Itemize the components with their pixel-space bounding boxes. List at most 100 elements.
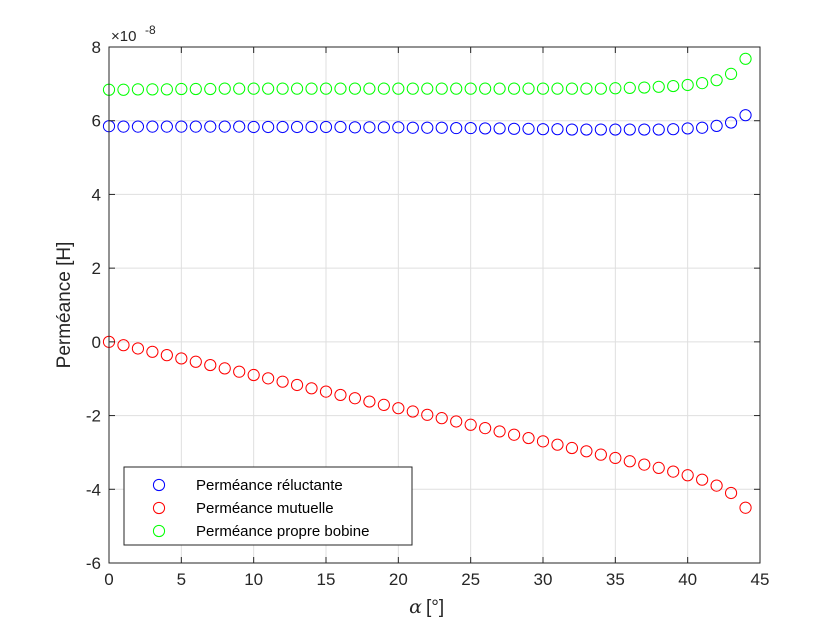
data-point <box>739 501 752 514</box>
data-point <box>652 461 665 475</box>
data-point <box>609 123 622 136</box>
data-point <box>638 458 651 471</box>
data-point <box>233 365 246 378</box>
x-tick-label: 25 <box>461 570 480 589</box>
legend-label: Perméance mutuelle <box>196 500 334 517</box>
data-point <box>536 82 550 95</box>
data-point <box>189 120 202 133</box>
data-point <box>696 473 709 486</box>
legend-label: Perméance réluctante <box>196 477 343 494</box>
y-axis-label: Perméance [H] <box>54 242 75 369</box>
data-point <box>334 82 347 95</box>
legend-box <box>123 466 413 546</box>
data-point <box>551 82 564 95</box>
data-point <box>681 122 694 135</box>
data-point <box>276 375 289 388</box>
data-point <box>479 422 492 435</box>
data-point <box>305 382 318 395</box>
data-point <box>536 123 550 136</box>
data-point <box>681 469 694 482</box>
data-point <box>276 120 289 134</box>
data-point <box>262 372 275 385</box>
data-point <box>638 123 651 136</box>
y-exponent-label: ×10 -8 <box>111 23 156 45</box>
data-point <box>160 120 173 133</box>
data-point <box>450 121 463 135</box>
series-0 <box>102 109 752 136</box>
data-point <box>450 82 463 95</box>
y-tick-label: -4 <box>86 480 101 499</box>
data-point <box>594 448 607 461</box>
data-point <box>218 362 231 375</box>
data-point <box>334 120 347 134</box>
x-tick-label: 35 <box>606 570 625 589</box>
y-tick-label: -2 <box>86 407 101 426</box>
data-point <box>623 81 636 95</box>
data-point <box>276 82 289 95</box>
legend-label: Perméance propre bobine <box>196 523 369 540</box>
data-point <box>565 82 579 95</box>
data-point <box>334 388 347 402</box>
data-point <box>565 123 579 136</box>
data-point <box>493 425 506 438</box>
data-point <box>233 120 246 133</box>
legend-entry: Perméance mutuelle <box>152 500 334 517</box>
legend: Perméance réluctante Perméance mutuelle Pe… <box>123 466 413 546</box>
data-point <box>189 355 202 368</box>
data-point <box>363 121 376 134</box>
data-point <box>507 82 521 95</box>
legend-entry: Perméance réluctante <box>152 477 343 494</box>
data-point <box>406 82 419 95</box>
data-point <box>146 83 159 96</box>
data-point <box>724 486 738 500</box>
data-point <box>652 80 665 93</box>
data-point <box>117 120 130 133</box>
data-point <box>348 82 362 95</box>
data-point <box>363 82 376 95</box>
data-point <box>609 451 622 465</box>
data-point <box>536 435 550 448</box>
data-point <box>160 349 173 362</box>
x-axis-label-symbol: α <box>409 596 422 618</box>
data-point <box>392 82 405 95</box>
data-point <box>175 82 188 96</box>
legend-marker <box>152 478 166 492</box>
data-point <box>479 82 492 95</box>
x-tick-label: 15 <box>317 570 336 589</box>
y-tick-label: 2 <box>92 259 101 278</box>
data-point <box>522 431 535 445</box>
y-tick-label: -6 <box>86 554 101 573</box>
legend-marker <box>152 524 166 538</box>
data-point <box>247 120 260 134</box>
data-point <box>290 378 304 392</box>
data-point <box>290 82 304 95</box>
x-tick-label: 10 <box>244 570 263 589</box>
data-point <box>450 415 463 428</box>
data-point <box>623 455 636 468</box>
data-point <box>262 120 275 134</box>
data-point <box>638 81 651 94</box>
data-point <box>464 82 477 95</box>
legend-marker <box>152 501 166 515</box>
data-point <box>667 465 680 478</box>
data-point <box>319 82 333 95</box>
y-tick-label: 6 <box>92 112 101 131</box>
series-layer <box>102 52 752 514</box>
data-point <box>710 119 723 132</box>
data-point <box>667 79 680 93</box>
data-point <box>262 82 275 95</box>
data-point <box>739 109 752 122</box>
data-point <box>652 123 665 136</box>
y-tick-label: 0 <box>92 333 101 352</box>
data-point <box>175 352 188 365</box>
y-tick-label: 8 <box>92 38 101 57</box>
data-point <box>247 82 260 95</box>
data-point <box>696 77 709 90</box>
data-point <box>479 122 492 135</box>
data-point <box>522 82 535 95</box>
y-exponent-prefix: ×10 <box>111 28 136 45</box>
legend-entries: Perméance réluctante Perméance mutuelle Pe… <box>152 477 369 540</box>
data-point <box>493 122 506 135</box>
data-point <box>218 82 231 95</box>
